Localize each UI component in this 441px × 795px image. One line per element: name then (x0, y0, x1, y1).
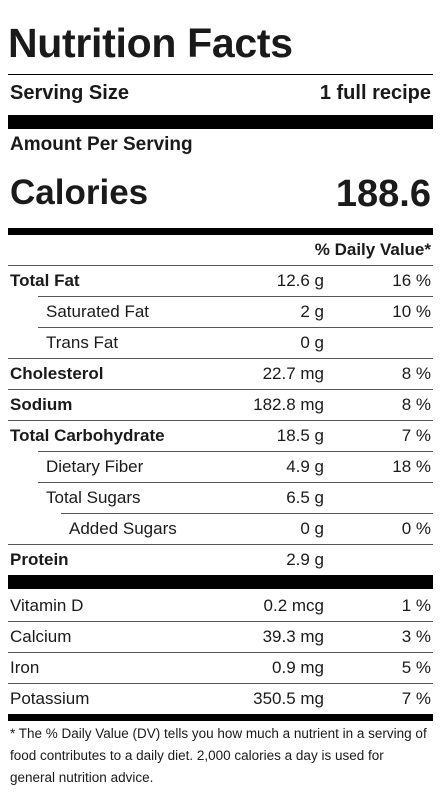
nutrient-daily-value: 7 % (401, 426, 431, 445)
nutrient-amount: 18.5 g (276, 426, 324, 445)
row-separator (8, 683, 433, 684)
row-separator (8, 652, 433, 653)
nutrient-name: Total Carbohydrate (10, 426, 165, 445)
divider-thick (8, 115, 433, 129)
divider-thick (8, 575, 433, 589)
divider-medium (8, 714, 433, 721)
row-separator (8, 544, 433, 545)
nutrient-row-total-fat: Total Fat 12.6 g 16 % (8, 265, 433, 296)
nutrient-name: Dietary Fiber (46, 457, 144, 476)
nutrient-amount: 12.6 g (276, 271, 324, 290)
vitamin-amount: 0.2 mcg (263, 596, 324, 615)
nutrient-row-protein: Protein 2.9 g (8, 544, 433, 575)
row-separator (8, 358, 433, 359)
nutrient-daily-value: 10 % (392, 302, 431, 321)
nutrient-row-dietary-fiber: Dietary Fiber 4.9 g 18 % (8, 451, 433, 482)
nutrient-amount: 2.9 g (286, 550, 324, 569)
row-separator (8, 420, 433, 421)
row-separator (38, 482, 433, 483)
vitamin-daily-value: 7 % (401, 689, 431, 708)
vitamin-daily-value: 3 % (401, 627, 431, 646)
vitamin-name: Potassium (10, 689, 90, 708)
vitamin-amount: 39.3 mg (262, 627, 324, 646)
row-separator (8, 389, 433, 390)
vitamin-name: Vitamin D (10, 596, 84, 615)
nutrient-name: Trans Fat (46, 333, 119, 352)
nutrient-row-added-sugars: Added Sugars 0 g 0 % (8, 513, 433, 544)
nutrient-name: Total Sugars (46, 488, 141, 507)
divider-thin (8, 74, 433, 75)
divider-medium (8, 228, 433, 235)
nutrient-daily-value: 8 % (401, 395, 431, 414)
nutrient-row-total-carbohydrate: Total Carbohydrate 18.5 g 7 % (8, 420, 433, 451)
serving-size-label: Serving Size (10, 82, 129, 104)
nutrient-name: Total Fat (10, 271, 80, 290)
nutrient-daily-value: 0 % (401, 519, 431, 538)
serving-size-value: 1 full recipe (319, 82, 431, 104)
nutrient-daily-value: 8 % (401, 364, 431, 383)
nutrient-amount: 2 g (300, 302, 324, 321)
vitamin-row-vitamin-d: Vitamin D 0.2 mcg 1 % (8, 590, 433, 621)
nutrient-name: Saturated Fat (46, 302, 150, 321)
nutrient-row-trans-fat: Trans Fat 0 g (8, 327, 433, 358)
vitamin-row-iron: Iron 0.9 mg 5 % (8, 652, 433, 683)
vitamin-daily-value: 5 % (401, 658, 431, 677)
calories-label: Calories (10, 173, 149, 212)
nutrient-amount: 0 g (300, 333, 324, 352)
nutrient-row-cholesterol: Cholesterol 22.7 mg 8 % (8, 358, 433, 389)
vitamin-row-potassium: Potassium 350.5 mg 7 % (8, 683, 433, 714)
daily-value-header: % Daily Value* (314, 240, 431, 259)
calories-value: 188.6 (335, 173, 431, 215)
amount-per-serving-label: Amount Per Serving (10, 134, 193, 155)
row-separator (38, 327, 433, 328)
row-separator (38, 296, 433, 297)
row-separator (38, 451, 433, 452)
nutrient-name: Protein (10, 550, 69, 569)
nutrient-row-total-sugars: Total Sugars 6.5 g (8, 482, 433, 513)
nutrient-name: Cholesterol (10, 364, 104, 383)
row-separator (8, 621, 433, 622)
vitamin-amount: 0.9 mg (272, 658, 324, 677)
nutrient-name: Sodium (10, 395, 73, 414)
vitamin-row-calcium: Calcium 39.3 mg 3 % (8, 621, 433, 652)
row-separator (8, 265, 433, 266)
vitamin-name: Iron (10, 658, 40, 677)
nutrient-name: Added Sugars (69, 519, 177, 538)
nutrient-amount: 22.7 mg (262, 364, 324, 383)
nutrient-amount: 0 g (300, 519, 324, 538)
vitamin-name: Calcium (10, 627, 72, 646)
nutrition-facts-title: Nutrition Facts (8, 20, 293, 66)
nutrient-amount: 182.8 mg (253, 395, 324, 414)
row-separator (61, 513, 433, 514)
nutrient-daily-value: 18 % (392, 457, 431, 476)
nutrient-amount: 4.9 g (286, 457, 324, 476)
nutrient-row-saturated-fat: Saturated Fat 2 g 10 % (8, 296, 433, 327)
vitamin-amount: 350.5 mg (253, 689, 324, 708)
nutrient-amount: 6.5 g (286, 488, 324, 507)
daily-value-footnote: * The % Daily Value (DV) tells you how m… (10, 726, 427, 785)
nutrient-daily-value: 16 % (392, 271, 431, 290)
vitamin-daily-value: 1 % (401, 596, 431, 615)
nutrient-row-sodium: Sodium 182.8 mg 8 % (8, 389, 433, 420)
